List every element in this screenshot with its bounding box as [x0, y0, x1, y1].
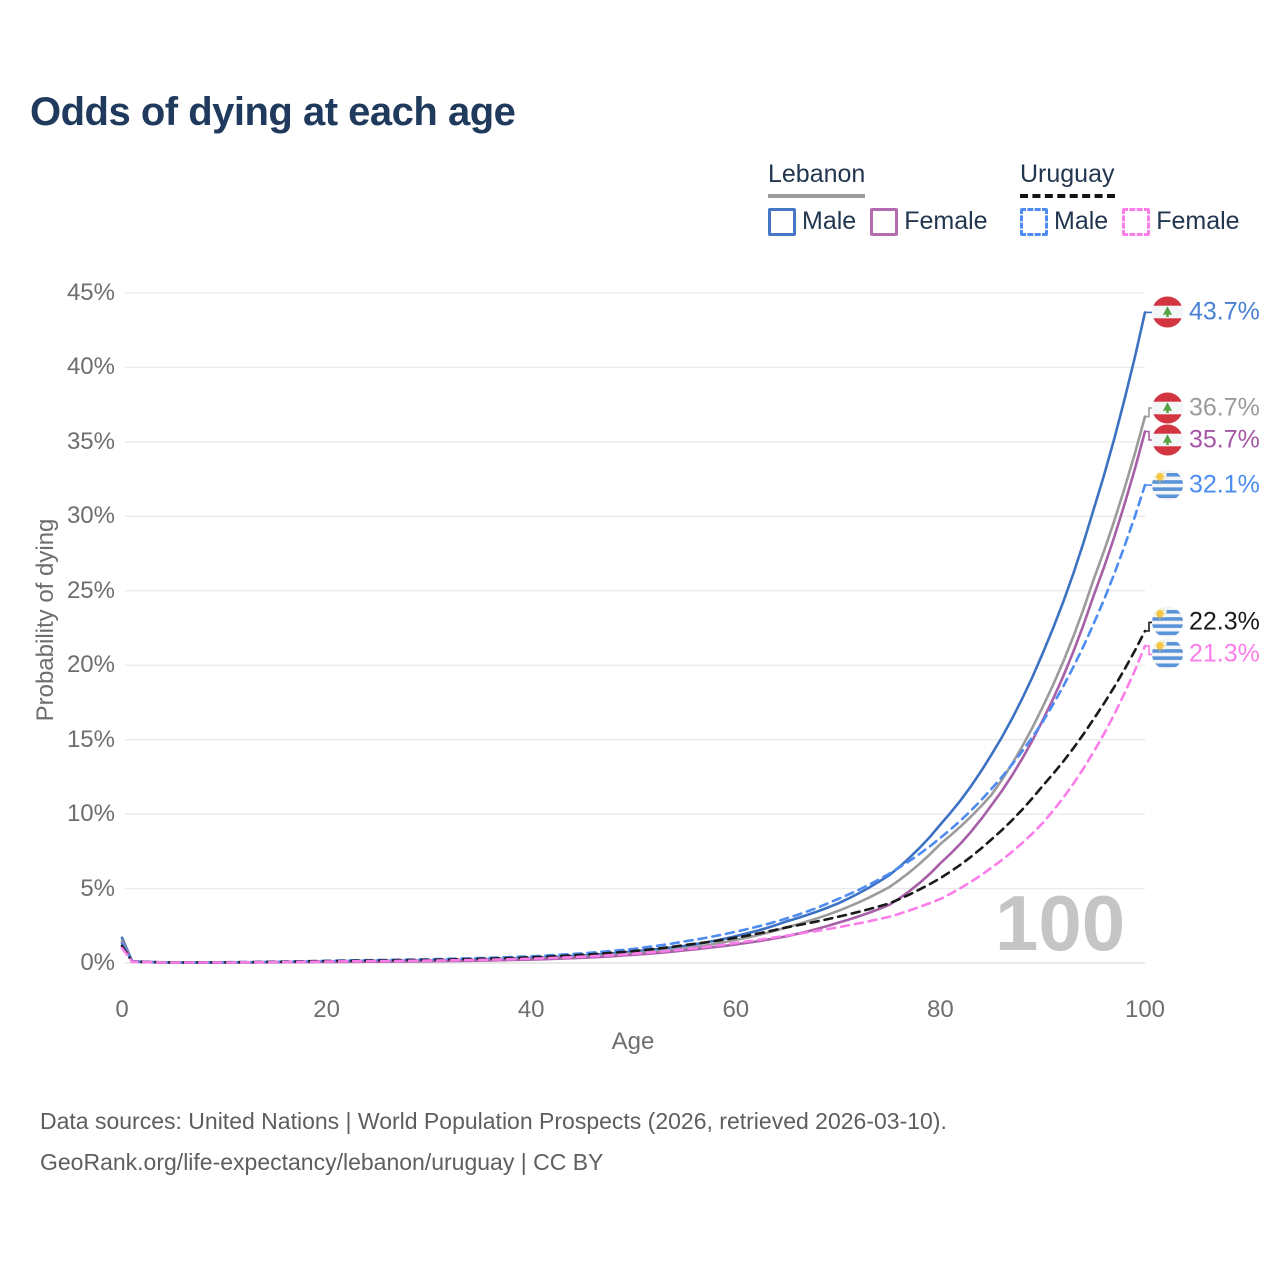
x-axis-title: Age: [611, 1028, 655, 1055]
age-indicator-watermark: 100: [995, 879, 1126, 967]
end-label-value: 22.3%: [1189, 607, 1260, 636]
uruguay-flag-icon: [1152, 469, 1183, 501]
y-tick-label: 0%: [80, 949, 115, 976]
y-tick-label: 5%: [80, 874, 115, 902]
x-tick-label: 100: [1124, 996, 1166, 1023]
end-label-value: 36.7%: [1189, 393, 1260, 422]
end-label-connector: [1145, 621, 1152, 632]
x-tick-label: 20: [313, 996, 340, 1023]
legend-swatch-icon: [1020, 207, 1048, 236]
uruguay-flag-icon: [1152, 606, 1183, 638]
y-tick-label: 40%: [66, 353, 115, 381]
lebanon-flag-icon: [1152, 424, 1183, 456]
y-tick-label: 35%: [66, 427, 115, 455]
series-line-uruguay-total[interactable]: [120, 629, 1147, 964]
end-label-connector: [1145, 645, 1152, 656]
end-label-connector: [1145, 430, 1152, 441]
x-tick-label: 40: [517, 996, 545, 1023]
end-label-uruguay-male: 32.1%: [1152, 469, 1260, 501]
end-label-lebanon-male: 43.7%: [1152, 296, 1260, 328]
end-label-value: 21.3%: [1189, 639, 1260, 668]
page-title: Odds of dying at each age: [30, 90, 516, 134]
footer-data-sources: Data sources: United Nations | World Pop…: [40, 1108, 947, 1134]
end-label-uruguay-female: 21.3%: [1152, 638, 1260, 670]
footer-attribution: GeoRank.org/life-expectancy/lebanon/urug…: [40, 1149, 604, 1175]
end-label-lebanon-total: 36.7%: [1152, 392, 1260, 424]
legend-swatch-icon: [870, 207, 899, 236]
legend-item-label: Female: [1156, 207, 1240, 235]
lebanon-flag-icon: [1152, 296, 1183, 328]
legend-item-label: Male: [802, 207, 857, 235]
legend-country-label-uruguay[interactable]: Uruguay: [1020, 160, 1115, 198]
legend-item-label: Male: [1054, 207, 1109, 235]
y-axis-title: Probability of dying: [32, 518, 59, 722]
y-tick-label: 25%: [66, 576, 115, 604]
lebanon-flag-icon: [1152, 392, 1183, 424]
legend-group-lebanon: Lebanon Male Female: [768, 160, 988, 236]
series-line-uruguay-female[interactable]: [120, 644, 1147, 964]
legend-item-uruguay-male[interactable]: Male: [1020, 207, 1108, 236]
series-line-uruguay-male[interactable]: [120, 483, 1147, 964]
legend-item-lebanon-female[interactable]: Female: [870, 207, 988, 236]
end-label-value: 32.1%: [1189, 470, 1260, 499]
series-line-lebanon-female[interactable]: [120, 430, 1147, 964]
x-tick-label: 0: [115, 996, 129, 1023]
series-line-lebanon-male[interactable]: [120, 311, 1147, 964]
legend-item-lebanon-male[interactable]: Male: [768, 207, 856, 236]
y-tick-label: 10%: [66, 800, 115, 828]
legend-group-uruguay: Uruguay Male Female: [1020, 160, 1240, 236]
end-label-uruguay-total: 22.3%: [1152, 606, 1260, 638]
legend-swatch-icon: [1122, 207, 1151, 236]
x-tick-label: 60: [722, 996, 750, 1023]
end-label-lebanon-female: 35.7%: [1152, 424, 1260, 456]
end-label-value: 43.7%: [1189, 297, 1260, 326]
legend-swatch-icon: [768, 207, 796, 236]
y-tick-label: 20%: [66, 651, 115, 679]
x-tick-label: 80: [927, 996, 954, 1023]
uruguay-flag-icon: [1152, 638, 1183, 670]
y-tick-label: 45%: [66, 279, 115, 306]
series-line-lebanon-total[interactable]: [120, 415, 1147, 964]
end-label-value: 35.7%: [1189, 425, 1260, 454]
legend-item-uruguay-female[interactable]: Female: [1122, 207, 1240, 236]
legend-item-label: Female: [904, 207, 988, 235]
end-label-connector: [1145, 407, 1152, 418]
legend-country-label-lebanon[interactable]: Lebanon: [768, 160, 866, 198]
y-tick-label: 30%: [66, 502, 115, 530]
y-tick-label: 15%: [66, 725, 115, 753]
